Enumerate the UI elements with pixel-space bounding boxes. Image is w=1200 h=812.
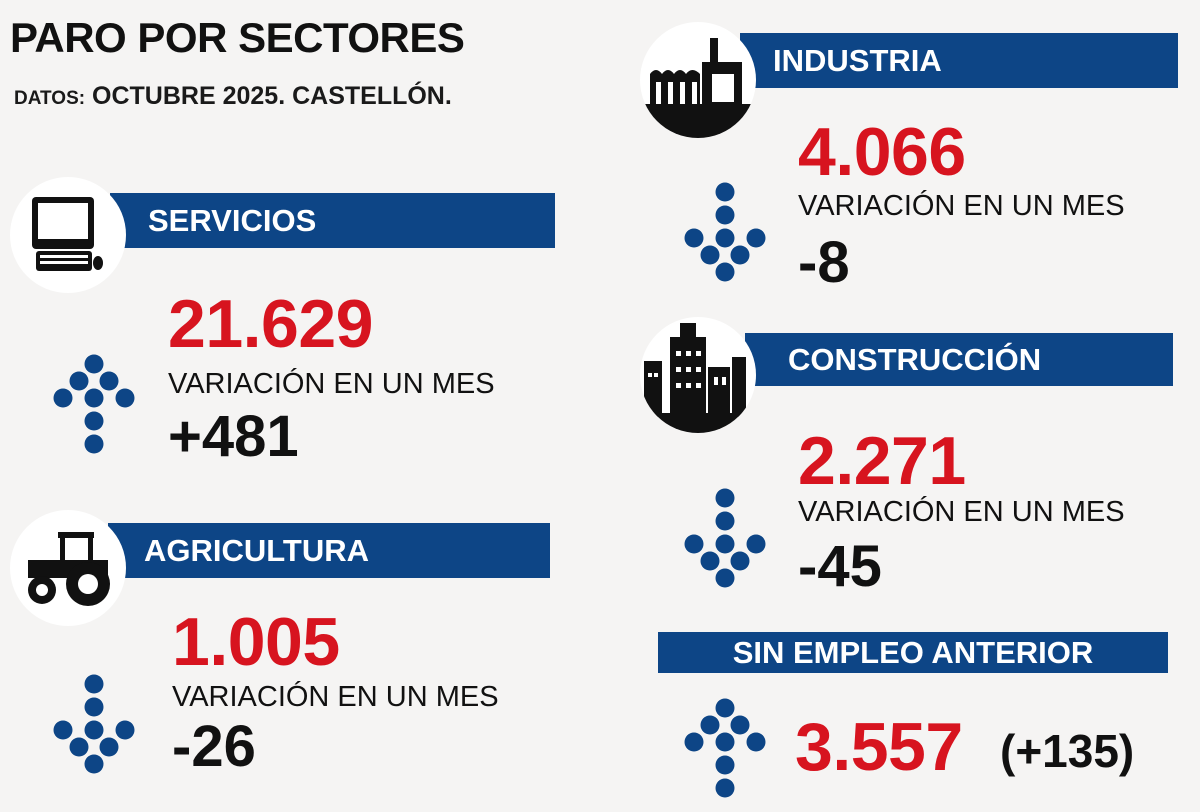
sector-change: -26 — [172, 714, 256, 779]
page-subtitle: DATOS: OCTUBRE 2025. CASTELLÓN. — [14, 82, 452, 111]
arrow-up-icon — [684, 698, 766, 798]
subtitle-text: OCTUBRE 2025. CASTELLÓN. — [92, 82, 452, 110]
buildings-icon — [640, 317, 756, 433]
factory-icon — [640, 22, 756, 138]
sector-change: +481 — [168, 404, 299, 469]
arrow-down-icon — [53, 674, 135, 774]
page-title: PARO POR SECTORES — [10, 14, 465, 61]
variation-label: VARIACIÓN EN UN MES — [168, 368, 495, 400]
sector-change: -8 — [798, 230, 850, 295]
sector-value: 2.271 — [798, 423, 966, 499]
sector-header-bar: SERVICIOS — [110, 193, 555, 248]
sector-header-bar: AGRICULTURA — [108, 523, 550, 578]
arrow-down-icon — [684, 182, 766, 282]
variation-label: VARIACIÓN EN UN MES — [798, 496, 1125, 528]
variation-label: VARIACIÓN EN UN MES — [798, 190, 1125, 222]
arrow-up-icon — [53, 354, 135, 454]
subtitle-prefix: DATOS: — [14, 88, 86, 109]
sector-change: -45 — [798, 534, 882, 599]
sector-value: 1.005 — [172, 604, 340, 680]
sector-value: 21.629 — [168, 286, 373, 362]
sector-header-bar: SIN EMPLEO ANTERIOR — [658, 632, 1168, 673]
sector-header-bar: INDUSTRIA — [740, 33, 1178, 88]
computer-icon — [10, 177, 126, 293]
sector-change: (+135) — [1000, 725, 1135, 777]
tractor-icon — [10, 510, 126, 626]
sector-value: 3.557 — [795, 709, 963, 785]
variation-label: VARIACIÓN EN UN MES — [172, 681, 499, 713]
arrow-down-icon — [684, 488, 766, 588]
sector-header-bar: CONSTRUCCIÓN — [745, 333, 1173, 386]
sector-value: 4.066 — [798, 114, 966, 190]
